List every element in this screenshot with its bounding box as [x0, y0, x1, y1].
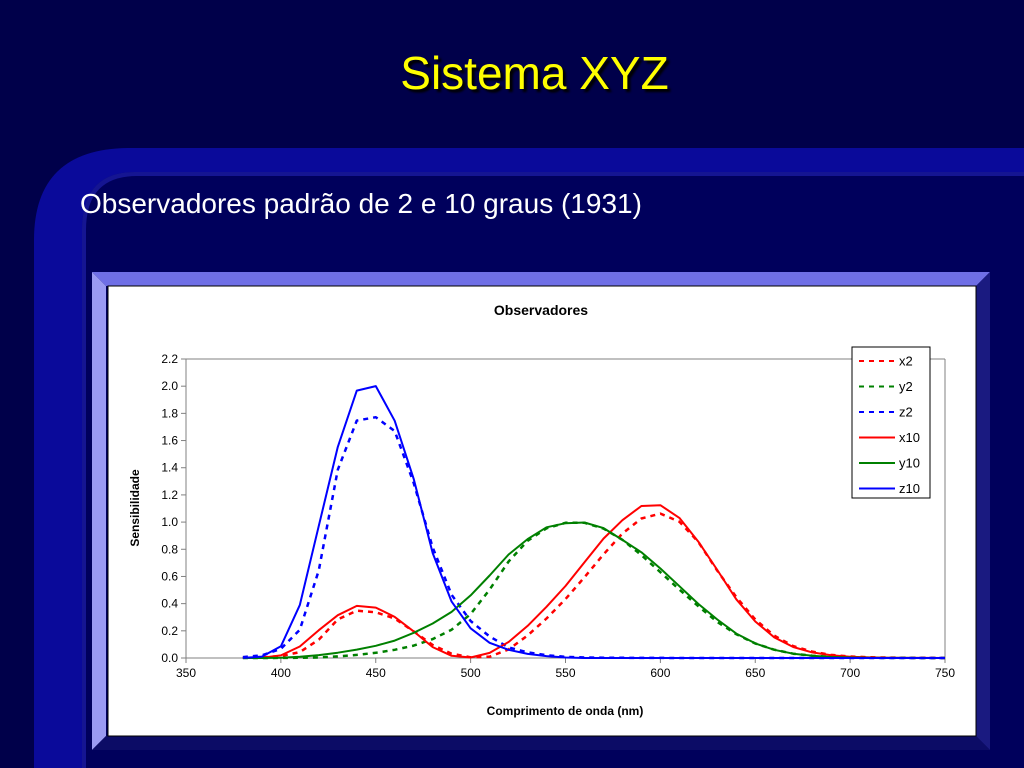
series-line-x10 — [242, 504, 946, 659]
x-tick-label: 650 — [745, 666, 765, 680]
chart-area — [107, 285, 977, 737]
series-line-x2 — [242, 512, 946, 660]
legend-label-x2: x2 — [899, 354, 913, 369]
y-tick-label: 2.0 — [161, 379, 178, 393]
x-ticks: 350 400 450 500 550 600 650 700 750 — [176, 658, 955, 680]
y-tick-label: 0.2 — [161, 624, 178, 638]
y-tick-label: 0.6 — [161, 569, 178, 583]
series-line-z10 — [242, 385, 945, 659]
frame-top-bevel — [92, 272, 990, 286]
legend-label-z2: z2 — [899, 405, 913, 420]
slide-title: Sistema XYZ — [400, 47, 669, 99]
x-tick-label: 550 — [555, 666, 575, 680]
x-tick-label: 350 — [176, 666, 196, 680]
chart: Observadores Comprimento de onda (nm) Se… — [92, 272, 990, 750]
legend-label-z10: z10 — [899, 481, 920, 496]
x-tick-label: 600 — [650, 666, 670, 680]
frame-bottom-bevel — [92, 736, 990, 750]
legend: x2 y2 z2 x10 y10 z10 — [851, 346, 931, 499]
y-tick-label: 1.0 — [161, 515, 178, 529]
y-tick-label: 2.2 — [161, 352, 178, 366]
y-tick-label: 1.4 — [161, 461, 178, 475]
x-tick-label: 400 — [271, 666, 291, 680]
y-ticks: 0.0 0.2 0.4 0.6 0.8 1.0 1.2 1.4 1.6 1.8 2.0 2.2 — [161, 352, 186, 665]
y-axis-label: Sensibilidade — [128, 469, 142, 547]
y-tick-label: 1.6 — [161, 434, 178, 448]
y-tick-label: 1.2 — [161, 488, 178, 502]
legend-label-y10: y10 — [899, 456, 920, 471]
x-tick-label: 500 — [461, 666, 481, 680]
legend-label-y2: y2 — [899, 379, 913, 394]
x-tick-label: 450 — [366, 666, 386, 680]
slide-subtitle: Observadores padrão de 2 e 10 graus (193… — [80, 188, 642, 219]
chart-title: Observadores — [494, 302, 588, 318]
y-tick-label: 0.4 — [161, 597, 178, 611]
x-tick-label: 750 — [935, 666, 955, 680]
y-tick-label: 0.0 — [161, 651, 178, 665]
chart-frame: Observadores Comprimento de onda (nm) Se… — [92, 272, 990, 750]
y-tick-label: 1.8 — [161, 406, 178, 420]
series-layer — [242, 385, 946, 660]
y-tick-label: 0.8 — [161, 542, 178, 556]
series-line-y10 — [242, 521, 945, 659]
legend-box — [851, 346, 931, 499]
x-tick-label: 700 — [840, 666, 860, 680]
frame-left-bevel — [92, 272, 106, 750]
frame-right-bevel — [976, 272, 990, 750]
legend-label-x10: x10 — [899, 430, 920, 445]
x-axis-label: Comprimento de onda (nm) — [487, 704, 644, 718]
